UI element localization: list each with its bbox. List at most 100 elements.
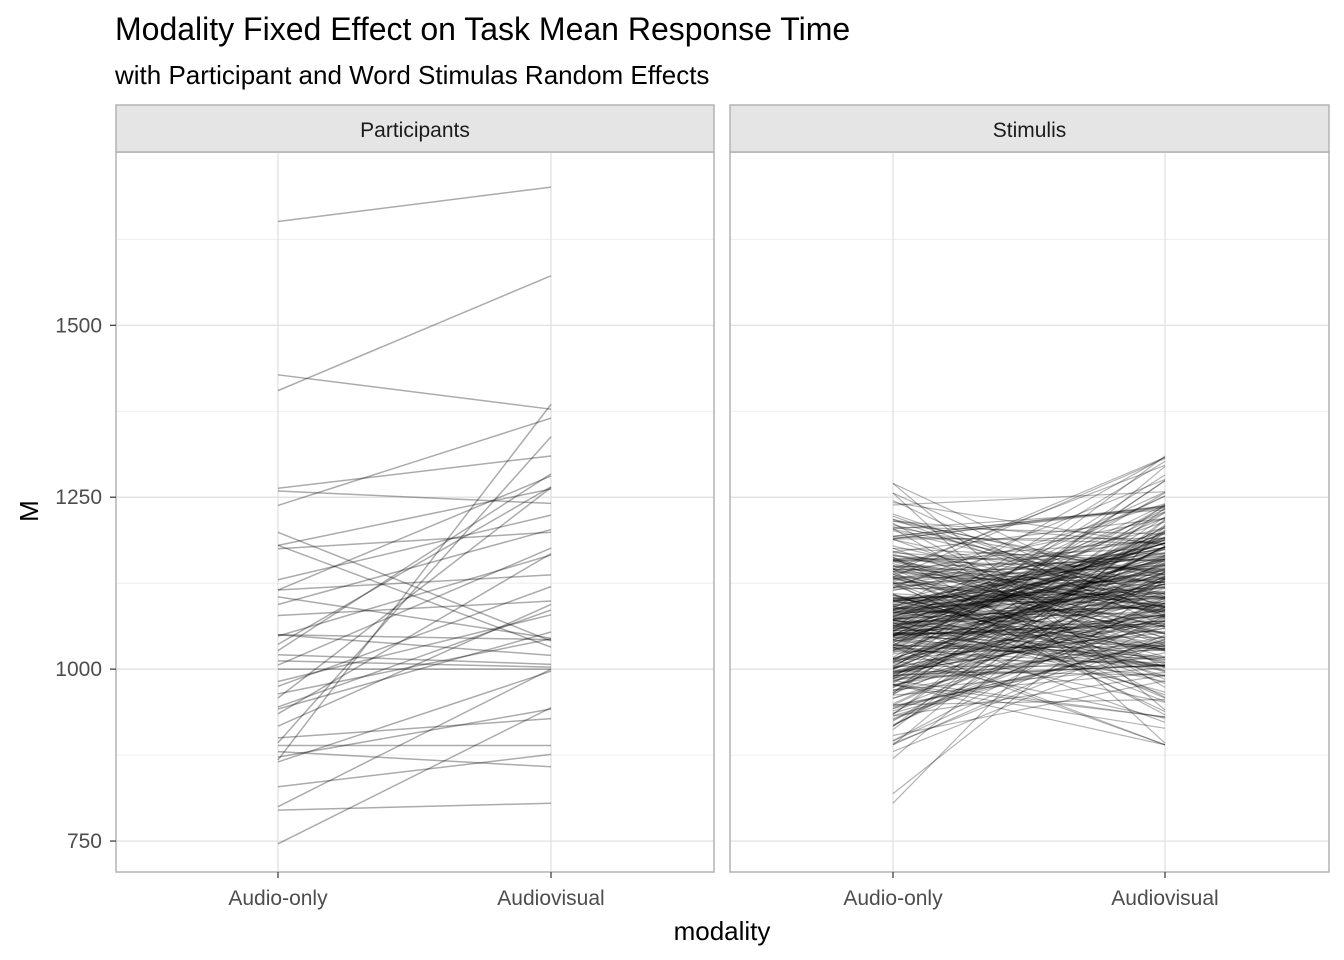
series-line xyxy=(892,568,1166,620)
series-line xyxy=(892,545,1166,609)
series-line xyxy=(892,638,1166,717)
series-line xyxy=(892,575,1166,601)
series-line xyxy=(892,456,1166,609)
series-line xyxy=(892,577,1166,643)
series-line xyxy=(892,614,1166,721)
series-line xyxy=(892,625,1166,660)
series-line xyxy=(892,460,1166,629)
series-line xyxy=(277,547,552,666)
series-line xyxy=(892,491,1166,506)
series-line xyxy=(892,606,1166,614)
series-line xyxy=(277,609,552,708)
series-line xyxy=(892,556,1166,646)
series-line xyxy=(892,537,1166,580)
series-line xyxy=(892,558,1166,652)
series-line xyxy=(892,622,1166,723)
series-line xyxy=(892,632,1166,662)
series-line xyxy=(892,536,1166,545)
series-line xyxy=(892,553,1166,580)
series-line xyxy=(892,596,1166,648)
series-line xyxy=(892,583,1166,631)
series-line xyxy=(892,555,1166,588)
series-line xyxy=(892,620,1166,655)
series-line xyxy=(892,560,1166,613)
series-line xyxy=(892,564,1166,622)
chart-title: Modality Fixed Effect on Task Mean Respo… xyxy=(115,11,850,47)
series-line xyxy=(892,562,1166,634)
series-line xyxy=(892,583,1166,627)
series-line xyxy=(892,555,1166,600)
series-line xyxy=(892,579,1166,795)
series-line xyxy=(892,610,1166,623)
series-line xyxy=(892,464,1166,570)
series-line xyxy=(892,602,1166,691)
series-line xyxy=(892,536,1166,617)
series-line xyxy=(892,505,1166,538)
series-line xyxy=(892,511,1166,649)
series-line xyxy=(892,622,1166,636)
series-line xyxy=(277,186,552,223)
series-line xyxy=(892,517,1166,553)
series-line xyxy=(892,564,1166,581)
series-line xyxy=(892,636,1166,692)
series-line xyxy=(892,622,1166,636)
series-line xyxy=(892,492,1166,652)
series-line xyxy=(892,554,1166,616)
panel-participants: Participants Audio-only Audiovisual xyxy=(115,104,715,910)
series-line xyxy=(892,474,1166,647)
series-line xyxy=(892,527,1166,592)
series-line xyxy=(892,526,1166,535)
series-line xyxy=(892,586,1166,600)
series-line xyxy=(892,594,1166,673)
series-line xyxy=(892,600,1166,636)
series-line xyxy=(892,617,1166,682)
series-line xyxy=(892,569,1166,660)
series-line xyxy=(277,436,552,744)
series-line xyxy=(277,634,552,657)
series-line xyxy=(892,646,1166,746)
series-line xyxy=(892,518,1166,728)
series-line xyxy=(892,626,1166,632)
series-line xyxy=(892,611,1166,650)
series-line xyxy=(892,559,1166,568)
series-line xyxy=(892,620,1166,712)
series-line xyxy=(892,599,1166,617)
series-line xyxy=(277,544,552,648)
series-line xyxy=(892,671,1166,696)
series-line xyxy=(892,545,1166,689)
series-line xyxy=(892,596,1166,610)
series-line xyxy=(892,608,1166,669)
series-line xyxy=(892,539,1166,621)
series-line xyxy=(892,599,1166,604)
y-tick-label: 1250 xyxy=(55,486,102,509)
series-line xyxy=(277,403,552,761)
series-line xyxy=(277,603,552,727)
series-line xyxy=(892,601,1166,618)
series-line xyxy=(892,641,1166,746)
series-line xyxy=(277,417,552,507)
series-line xyxy=(892,592,1166,676)
series-line xyxy=(892,542,1166,638)
series-line xyxy=(892,596,1166,599)
series-line xyxy=(892,492,1166,617)
series-line xyxy=(892,599,1166,663)
series-line xyxy=(892,579,1166,612)
series-lines xyxy=(277,186,552,845)
series-line xyxy=(892,627,1166,674)
series-line xyxy=(892,618,1166,673)
series-line xyxy=(892,548,1166,671)
series-line xyxy=(892,644,1166,661)
series-line xyxy=(892,574,1166,584)
series-line xyxy=(277,574,552,591)
series-line xyxy=(892,529,1166,715)
series-line xyxy=(892,562,1166,669)
series-line xyxy=(892,590,1166,600)
series-line xyxy=(892,545,1166,684)
series-line xyxy=(892,569,1166,622)
series-line xyxy=(277,486,552,699)
panel-stimulis: Stimulis Audio-only Audiovisual xyxy=(729,104,1330,910)
series-line xyxy=(892,568,1166,680)
series-line xyxy=(892,578,1166,705)
series-line xyxy=(892,592,1166,611)
series-line xyxy=(892,513,1166,608)
